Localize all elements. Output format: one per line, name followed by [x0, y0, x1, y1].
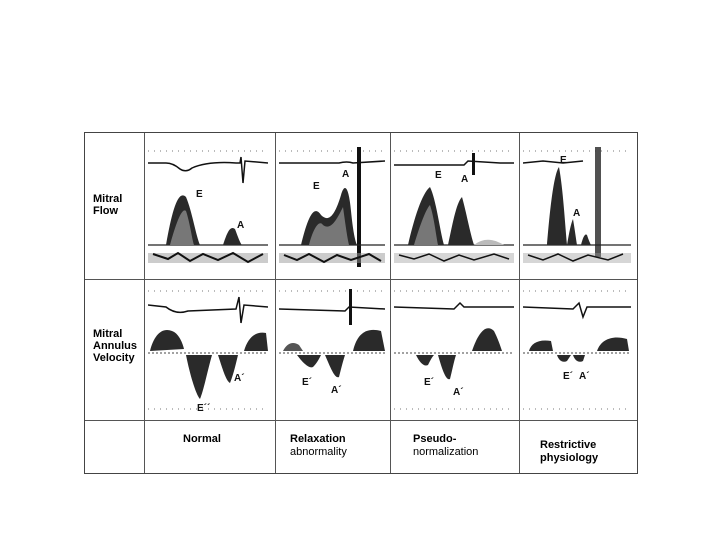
wave-label-a: A	[461, 174, 468, 185]
column-label-pseudonormalization: Pseudo- normalization	[413, 433, 479, 458]
wave-label-a-prime: A´	[579, 371, 590, 382]
row-label-mitral-flow: Mitral Flow	[93, 193, 123, 217]
wave-label-a-prime: A´	[234, 373, 245, 384]
doppler-comparison-figure: Mitral Flow Mitral Annulus Velocity E A	[84, 132, 638, 474]
wave-label-a-prime: A´	[331, 385, 342, 396]
mitral-flow-panel-pseudonormalization: E A	[394, 141, 514, 269]
wave-label-e: E	[313, 181, 320, 192]
mitral-flow-panel-relaxation: E A	[279, 141, 385, 269]
wave-label-a: A	[573, 208, 580, 219]
wave-label-e: E	[196, 189, 203, 200]
annulus-velocity-panel-pseudonormalization: E´ A´	[394, 283, 514, 417]
wave-label-e-prime: E´	[302, 377, 312, 388]
wave-label-e-prime: E´	[563, 371, 573, 382]
wave-label-a: A	[342, 169, 349, 180]
row-label-mitral-annulus-velocity: Mitral Annulus Velocity	[93, 328, 137, 364]
column-label-normal: Normal	[183, 433, 221, 445]
wave-label-e: E	[435, 170, 442, 181]
mitral-flow-panel-restrictive: E A	[523, 141, 631, 269]
annulus-velocity-panel-normal: A´ E´´	[148, 283, 268, 417]
wave-label-a-prime: A´	[453, 387, 464, 398]
column-label-relaxation-abnormality: Relaxation abnormality	[290, 433, 347, 458]
wave-label-e: E	[560, 155, 567, 166]
annulus-velocity-panel-relaxation: E´ A´	[279, 283, 385, 417]
column-label-restrictive-physiology: Restrictive physiology	[540, 439, 599, 464]
wave-label-e-double-prime: E´´	[197, 403, 210, 414]
mitral-flow-panel-normal: E A	[148, 141, 268, 269]
wave-label-a: A	[237, 220, 244, 231]
annulus-velocity-panel-restrictive: E´ A´	[523, 283, 631, 417]
wave-label-e-prime: E´	[424, 377, 434, 388]
